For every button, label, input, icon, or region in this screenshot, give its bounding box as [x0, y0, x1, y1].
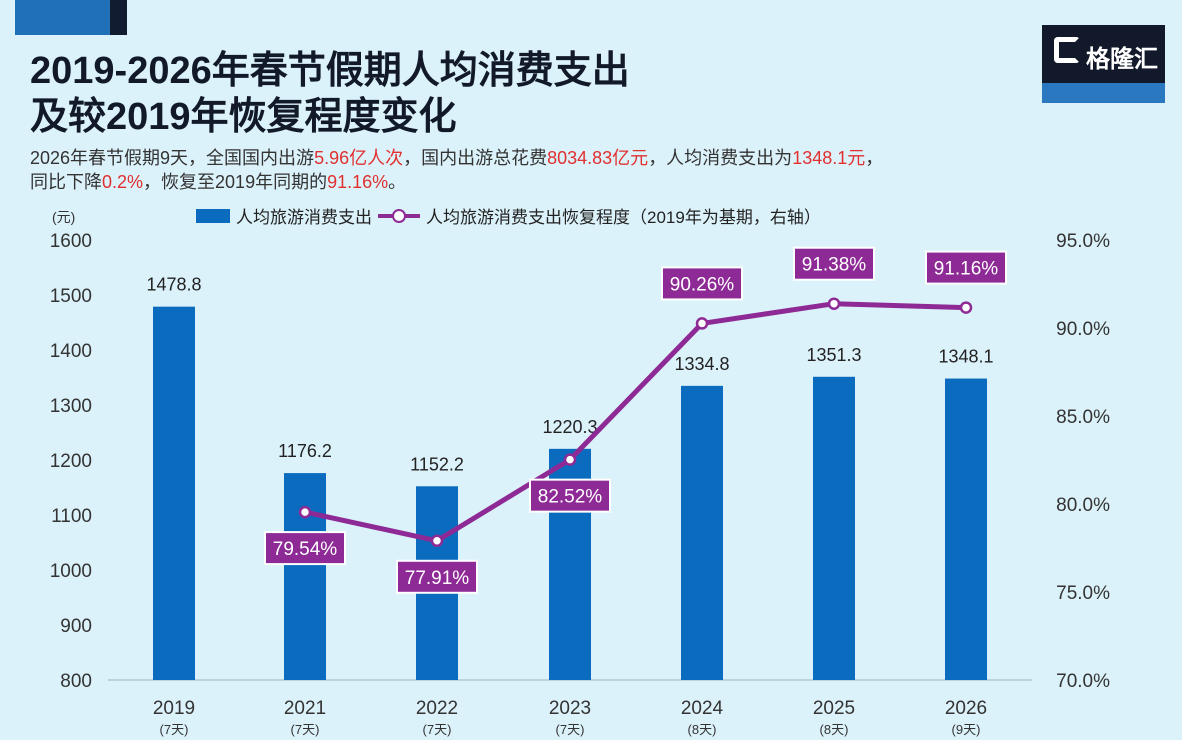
x-axis-tick: 2025	[813, 698, 855, 719]
left-axis-tick: 1500	[50, 286, 92, 307]
bar-data-label: 1176.2	[278, 441, 332, 461]
subtitle-segment: ，恢复至2019年同期的	[143, 172, 328, 192]
left-axis-tick: 1400	[50, 341, 92, 362]
left-axis-tick: 900	[60, 616, 92, 637]
right-axis-tick: 80.0%	[1056, 495, 1110, 516]
left-axis-tick: 1100	[51, 506, 92, 527]
subtitle-segment: ，人均消费支出为	[648, 148, 793, 168]
subtitle-segment: 1348.1元	[792, 148, 866, 168]
decor-block-dark	[110, 0, 127, 35]
x-axis-sublabel: (7天)	[556, 722, 585, 737]
subtitle: 2026年春节假期9天，全国国内出游5.96亿人次，国内出游总花费8034.83…	[30, 146, 883, 194]
line-point	[695, 317, 709, 330]
bar-data-label: 1478.8	[146, 275, 201, 295]
line-point	[563, 453, 577, 466]
decor-block	[15, 0, 110, 35]
line-label-box	[264, 531, 346, 566]
left-axis-tick: 1200	[50, 451, 92, 472]
bar	[681, 385, 723, 680]
line-data-label: 91.16%	[934, 259, 999, 280]
line-label-box	[661, 266, 743, 301]
chart-title: 2019-2026年春节假期人均消费支出 及较2019年恢复程度变化	[30, 48, 630, 140]
x-axis-tick: 2019	[153, 698, 195, 719]
legend-line-swatch	[378, 208, 420, 223]
line-label-box	[396, 559, 478, 594]
logo: 格隆汇	[1042, 25, 1165, 103]
subtitle-segment: 91.16%	[327, 172, 389, 192]
subtitle-segment: ，	[865, 148, 884, 168]
line-data-label: 82.52%	[538, 487, 603, 508]
line-label-box	[793, 246, 875, 281]
subtitle-segment: 0.2%	[102, 172, 144, 192]
logo-g-icon	[1054, 37, 1080, 63]
subtitle-segment: 8034.83亿元	[547, 148, 649, 168]
legend: 人均旅游消费支出 人均旅游消费支出恢复程度（2019年为基期，右轴）	[196, 203, 821, 228]
x-axis-sublabel: (8天)	[688, 722, 717, 737]
logo-text: 格隆汇	[1086, 46, 1158, 73]
subtitle-segment: 。	[388, 172, 407, 192]
x-axis-sublabel: (9天)	[952, 722, 981, 737]
bar-data-label: 1348.1	[938, 347, 993, 367]
right-axis-tick: 75.0%	[1056, 583, 1110, 604]
line-data-label: 90.26%	[670, 274, 735, 295]
right-axis-tick: 85.0%	[1056, 407, 1110, 428]
title-line-1: 2019-2026年春节假期人均消费支出	[30, 50, 630, 92]
x-axis-sublabel: (7天)	[160, 722, 189, 737]
bar-data-label: 1334.8	[674, 354, 729, 374]
title-line-2: 及较2019年恢复程度变化	[30, 96, 457, 138]
legend-bar-swatch	[196, 208, 230, 223]
line-data-label: 79.54%	[273, 539, 338, 560]
left-axis-tick: 1600	[50, 231, 92, 252]
line-label-box	[925, 250, 1007, 285]
bar	[813, 376, 855, 680]
line-point	[430, 534, 444, 548]
x-axis-sublabel: (8天)	[820, 722, 849, 737]
line-data-label: 77.91%	[405, 568, 470, 589]
left-axis-tick: 1300	[50, 396, 92, 417]
right-axis-tick: 70.0%	[1056, 671, 1110, 692]
bar	[153, 306, 195, 680]
left-axis-unit: (元)	[52, 209, 76, 225]
x-axis-tick: 2024	[681, 698, 724, 719]
subtitle-segment: 同比下降	[30, 172, 102, 192]
line-series	[304, 301, 967, 544]
logo-band	[1042, 83, 1165, 103]
x-axis-sublabel: (7天)	[423, 722, 452, 737]
bar-data-label: 1351.3	[806, 345, 861, 365]
legend-bar-label: 人均旅游消费支出	[236, 208, 372, 227]
bar-data-label: 1220.3	[542, 417, 597, 437]
bar	[284, 473, 326, 680]
x-axis-tick: 2022	[416, 698, 458, 719]
subtitle-segment: 5.96亿人次	[314, 148, 404, 168]
left-axis-tick: 1000	[50, 561, 92, 582]
line-point	[959, 301, 973, 314]
line-point	[827, 297, 841, 310]
right-axis-tick: 90.0%	[1056, 319, 1110, 340]
line-point	[298, 505, 312, 519]
x-axis-tick: 2026	[945, 698, 987, 719]
x-axis-tick: 2023	[549, 698, 591, 719]
bar	[945, 378, 987, 680]
bar-data-label: 1152.2	[410, 454, 464, 474]
right-axis-tick: 95.0%	[1056, 231, 1110, 252]
line-label-box	[529, 478, 611, 513]
subtitle-segment: 2026年春节假期9天，全国国内出游	[30, 148, 315, 168]
legend-line-label: 人均旅游消费支出恢复程度（2019年为基期，右轴）	[426, 208, 821, 227]
x-axis-sublabel: (7天)	[291, 722, 320, 737]
x-axis-tick: 2021	[284, 698, 326, 719]
line-data-label: 91.38%	[802, 255, 867, 276]
left-axis-tick: 800	[60, 671, 92, 692]
subtitle-segment: ，国内出游总花费	[403, 148, 548, 168]
